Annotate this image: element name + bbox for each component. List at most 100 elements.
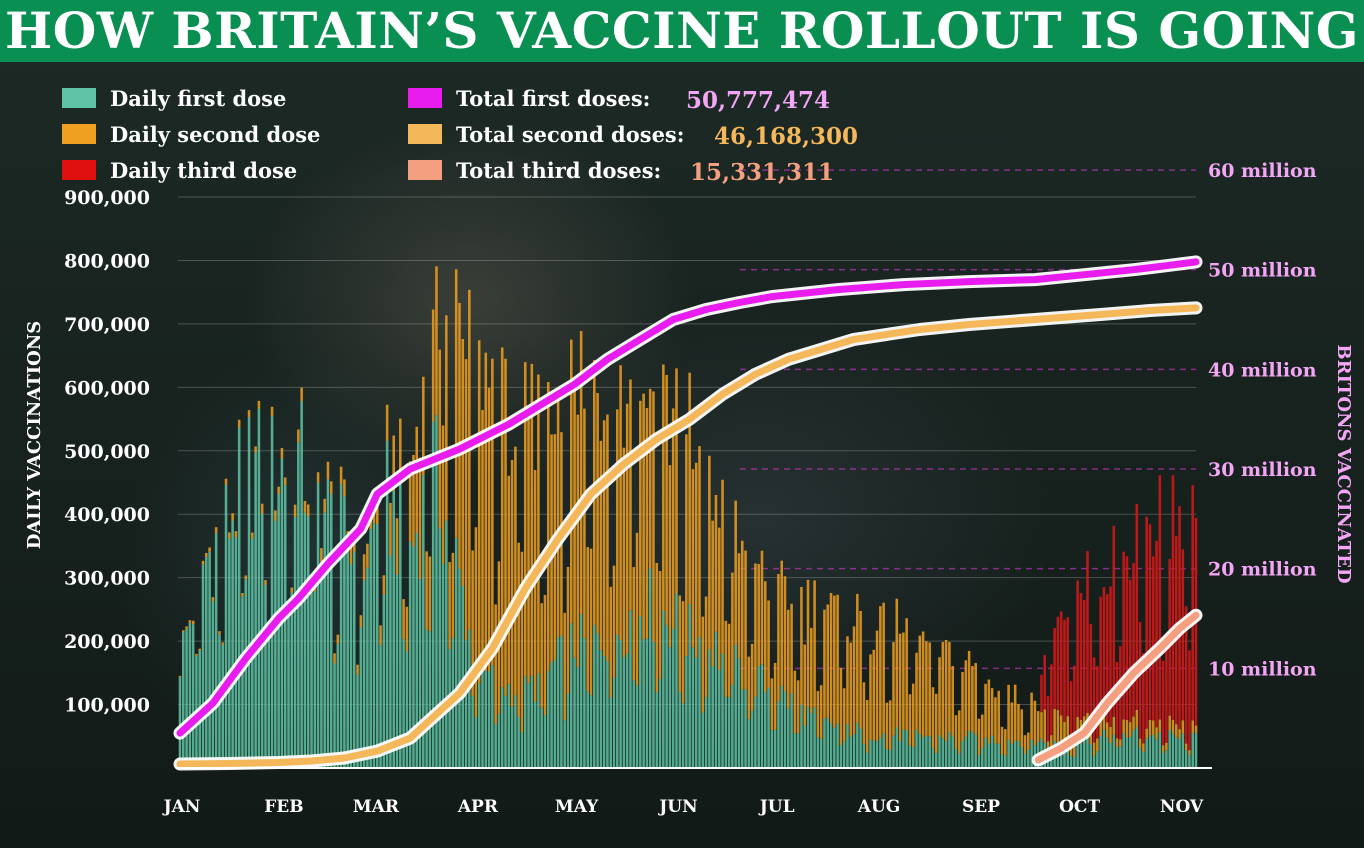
bar-first-dose [928, 736, 931, 768]
bar-second-dose [405, 606, 409, 652]
bar-second-dose [484, 352, 488, 672]
bar-second-dose [819, 685, 823, 739]
bar-second-dose [1165, 742, 1168, 751]
bar-second-dose [984, 683, 987, 738]
bar-second-dose [908, 694, 912, 746]
bar-first-dose [918, 734, 922, 768]
bar-first-dose [1073, 756, 1076, 768]
bar-second-dose [1148, 719, 1152, 736]
bar-second-dose [1168, 715, 1171, 731]
bar-first-dose [997, 743, 1000, 768]
right-tick-label: 60 million [1208, 160, 1317, 182]
bar-second-dose [520, 551, 524, 733]
bar-second-dose [645, 407, 649, 639]
bar-second-dose [1033, 700, 1037, 746]
bar-first-dose [948, 732, 951, 768]
bar-first-dose [1178, 738, 1181, 768]
bar-first-dose [606, 661, 609, 768]
bar-first-dose [461, 585, 465, 768]
legend-swatch-total-second [408, 124, 442, 144]
bar-first-dose [721, 653, 724, 768]
bar-second-dose [543, 594, 547, 716]
bar-second-dose [1059, 715, 1063, 742]
bar-second-dose [491, 358, 494, 666]
bar-first-dose [1010, 743, 1014, 768]
bar-first-dose [1089, 744, 1093, 768]
bar-second-dose [280, 447, 284, 459]
bar-first-dose [925, 735, 928, 768]
bar-first-dose [556, 637, 560, 768]
bar-second-dose [1102, 712, 1106, 730]
bar-first-dose [869, 739, 872, 768]
bar-second-dose [727, 623, 731, 698]
bar-second-dose [1036, 711, 1040, 742]
bar-second-dose [747, 656, 751, 720]
legend-label-total-first: Total first doses: [456, 86, 650, 111]
bar-first-dose [796, 733, 800, 768]
bar-first-dose [385, 440, 389, 768]
bar-second-dose [803, 644, 807, 726]
bar-second-dose [642, 393, 645, 640]
bar-second-dose [1145, 728, 1148, 739]
bar-first-dose [1188, 755, 1191, 768]
bar-first-dose [405, 651, 409, 768]
bar-second-dose [1013, 684, 1017, 741]
bar-second-dose [283, 477, 287, 486]
bar-first-dose [520, 732, 524, 768]
bar-first-dose [530, 675, 534, 768]
line-total-third [1034, 611, 1200, 764]
bar-second-dose [655, 562, 659, 693]
bar-first-dose [783, 691, 787, 768]
bar-second-dose [862, 682, 866, 744]
bar-second-dose [385, 404, 389, 441]
bar-first-dose [737, 658, 741, 768]
bar-second-dose [389, 502, 392, 556]
bar-second-dose [540, 603, 543, 708]
bar-second-dose [303, 500, 307, 513]
bar-third-dose [1165, 647, 1168, 743]
bar-third-dose [1050, 664, 1053, 736]
bar-first-dose [500, 687, 504, 768]
bar-first-dose [1096, 751, 1099, 768]
bar-first-dose [1174, 736, 1178, 768]
bar-second-dose [826, 604, 830, 718]
bar-first-dose [1000, 754, 1004, 768]
bar-second-dose [944, 639, 948, 742]
bar-first-dose [372, 523, 376, 768]
bar-second-dose [865, 700, 869, 753]
bar-first-dose [323, 512, 326, 768]
bar-first-dose [346, 547, 349, 768]
bar-second-dose [530, 363, 534, 676]
bar-first-dose [754, 696, 757, 768]
x-tick-label: OCT [1059, 797, 1100, 817]
bar-first-dose [1138, 748, 1142, 768]
bar-second-dose [517, 542, 520, 717]
bar-second-dose [221, 642, 225, 645]
bar-second-dose [461, 339, 465, 586]
bar-first-dose [589, 695, 593, 768]
bar-second-dose [737, 553, 741, 659]
bar-second-dose [698, 446, 701, 637]
bar-second-dose [198, 648, 202, 651]
bar-first-dose [806, 707, 810, 768]
left-tick-label: 700,000 [64, 314, 150, 336]
bar-second-dose [257, 400, 261, 409]
bar-first-dose [734, 644, 737, 768]
bar-first-dose [435, 415, 438, 768]
legend-daily-second: Daily second dose [62, 122, 320, 147]
bar-third-dose [1178, 506, 1181, 730]
bar-first-dose [977, 755, 981, 768]
bar-second-dose [231, 513, 234, 521]
bar-first-dose [954, 748, 958, 768]
bar-second-dose [218, 631, 221, 635]
bar-first-dose [428, 631, 432, 768]
bar-second-dose [1000, 726, 1004, 755]
right-tick-label: 10 million [1208, 658, 1317, 680]
bar-second-dose [895, 598, 899, 727]
x-axis-ticks: JAN FEB MAR APR MAY JUN JUL AUG SEP OCT NOV [162, 797, 1204, 817]
bar-second-dose [918, 635, 922, 735]
bar-first-dose [951, 736, 954, 768]
bar-first-dose [1004, 755, 1007, 768]
bar-first-dose [1142, 751, 1145, 768]
